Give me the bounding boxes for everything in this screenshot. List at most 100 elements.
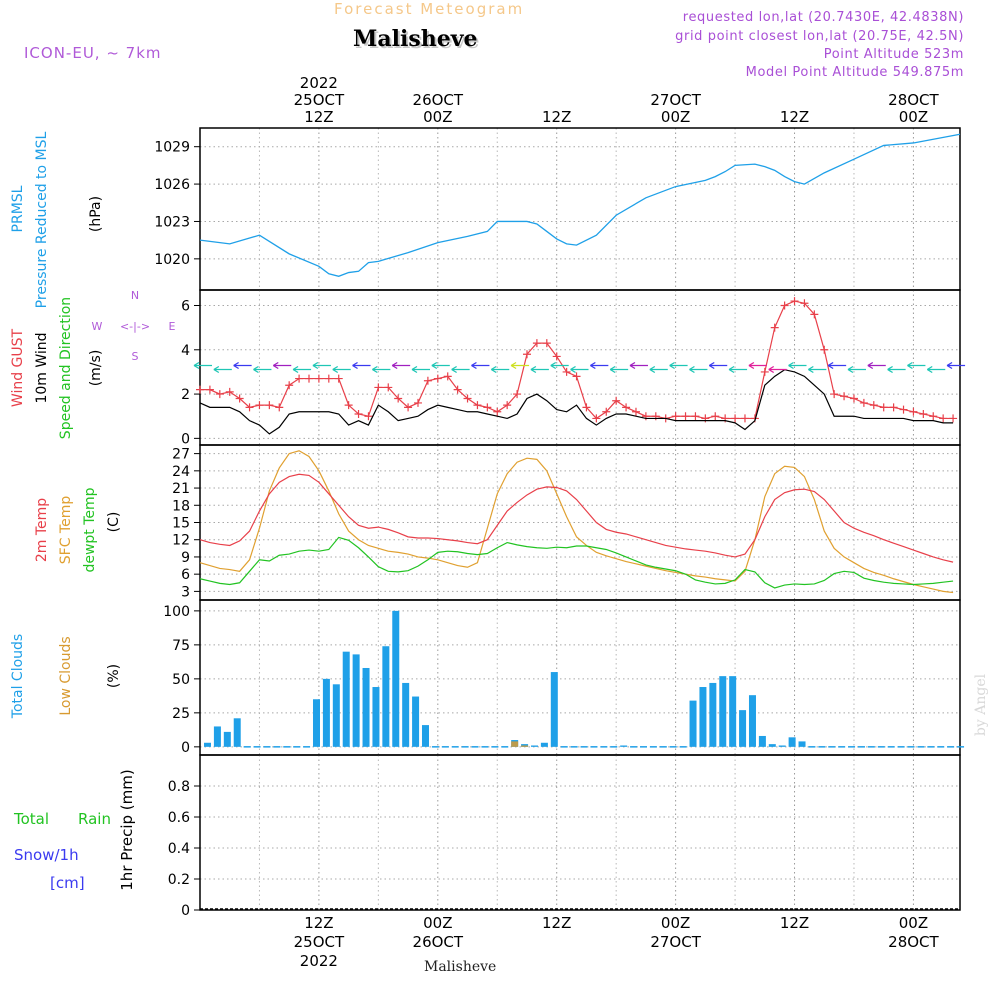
gust-marker <box>562 367 571 376</box>
y-tick-label: 0 <box>181 740 190 756</box>
model-label: ICON-EU, ~ 7km <box>24 44 162 62</box>
gust-line <box>200 300 954 420</box>
wind-direction-arrow <box>649 365 668 374</box>
top-time-label: 27OCT <box>650 91 701 109</box>
gust-marker <box>820 345 829 354</box>
y-tick-label: 12 <box>172 533 190 549</box>
y-tick-label: 75 <box>172 638 190 654</box>
t2m-label: 2m Temp <box>34 498 50 562</box>
gust-marker <box>760 367 769 376</box>
bottom-time-label: 00Z <box>423 914 452 932</box>
wind-direction-arrow <box>471 361 490 370</box>
bottom-time-label: 12Z <box>304 914 333 932</box>
cloud-unit-label: (%) <box>106 664 122 688</box>
compass-s: S <box>132 350 139 363</box>
gust-marker <box>354 410 363 418</box>
top-time-label: 28OCT <box>888 91 939 109</box>
compass-w: W <box>92 320 103 333</box>
gust-marker <box>542 339 551 348</box>
total-cloud-bar <box>402 682 410 747</box>
gust-marker <box>612 396 621 405</box>
y-tick-label: 0.4 <box>168 841 190 857</box>
total-cloud-bar <box>412 696 420 747</box>
y-tick-label: 27 <box>172 447 190 463</box>
location-title: Malisheve <box>353 26 478 52</box>
t2m-line <box>199 473 954 563</box>
gust-marker <box>394 394 403 403</box>
bottom-time-label: 12Z <box>542 914 571 932</box>
compass-n: N <box>131 289 139 302</box>
wind-direction-arrow <box>748 361 767 370</box>
wind-direction-arrow <box>907 361 926 370</box>
total-cloud-bar <box>204 742 211 747</box>
total-cloud-bar <box>758 735 766 747</box>
prmsl-label: PRMSL <box>10 185 26 232</box>
gust-marker <box>413 398 422 407</box>
bottom-time-label: 00Z <box>899 914 928 932</box>
gust-marker <box>245 403 254 412</box>
gust-marker <box>364 412 373 421</box>
total-rain-label-rain: Rain <box>78 810 111 828</box>
wind-direction-arrow <box>768 365 787 374</box>
total-cloud-bar <box>798 741 806 747</box>
total-cloud-bar <box>788 737 796 747</box>
wind-direction-arrow <box>946 361 966 370</box>
gust-marker <box>344 401 353 410</box>
panel-frame <box>199 289 961 446</box>
gust-marker <box>285 381 294 390</box>
gust-marker <box>780 301 789 310</box>
panel-frame <box>199 127 961 291</box>
gust-marker <box>314 374 323 383</box>
gust-marker <box>473 401 482 410</box>
y-tick-label: 0.2 <box>168 872 190 888</box>
model-point-altitude: Model Point Altitude 549.875m <box>745 65 964 80</box>
y-tick-label: 100 <box>163 604 190 620</box>
wind-direction-arrow <box>689 365 708 374</box>
total-cloud-bar <box>332 684 340 747</box>
bottom-time-label: 12Z <box>780 914 809 932</box>
wind-direction-arrow <box>788 361 807 370</box>
gust-marker <box>304 374 313 383</box>
top-time-label: 00Z <box>661 108 690 126</box>
y-tick-label: 9 <box>181 550 190 566</box>
wind-direction-arrow <box>451 365 470 374</box>
y-tick-label: 0.8 <box>168 779 190 795</box>
top-time-label: 12Z <box>304 108 333 126</box>
total-cloud-bar <box>729 676 737 747</box>
low-cloud-bar <box>521 745 529 747</box>
gust-marker <box>800 299 809 308</box>
gust-marker <box>582 403 591 412</box>
gust-marker <box>909 407 918 416</box>
wind-direction-arrow <box>431 361 450 370</box>
y-tick-label: 15 <box>172 516 190 532</box>
gust-marker <box>265 401 274 410</box>
sfc-temp-label: SFC Temp <box>58 496 74 565</box>
wind-direction-arrow <box>292 365 312 374</box>
total-cloud-bar <box>768 744 776 747</box>
gust-marker <box>513 390 522 399</box>
gust-marker <box>840 392 849 401</box>
wind-direction-arrow <box>550 361 569 370</box>
gust-marker <box>790 297 799 306</box>
gust-marker <box>859 398 868 407</box>
top-time-label: 00Z <box>423 108 452 126</box>
wind-speed-direction-label: Speed and Direction <box>58 297 74 439</box>
wind-direction-arrow <box>253 365 272 374</box>
gust-marker <box>404 403 413 412</box>
gust-marker <box>939 414 948 423</box>
footer-location: Malisheve <box>424 959 497 975</box>
wind-direction-arrow <box>570 365 589 374</box>
total-cloud-bar <box>421 725 429 747</box>
total-cloud-bar <box>748 695 756 747</box>
wind-direction-arrow <box>391 361 411 370</box>
bottom-time-label: 26OCT <box>413 933 464 951</box>
y-tick-label: 18 <box>172 498 190 514</box>
requested-coords: requested lon,lat (20.7430E, 42.4838N) <box>682 10 964 25</box>
compass-e: E <box>169 320 176 333</box>
top-time-label: 00Z <box>899 108 928 126</box>
top-time-label: 2022 <box>300 74 338 92</box>
top-time-label: 26OCT <box>413 91 464 109</box>
low-clouds-label: Low Clouds <box>58 636 74 715</box>
wind-direction-arrow <box>609 365 629 374</box>
